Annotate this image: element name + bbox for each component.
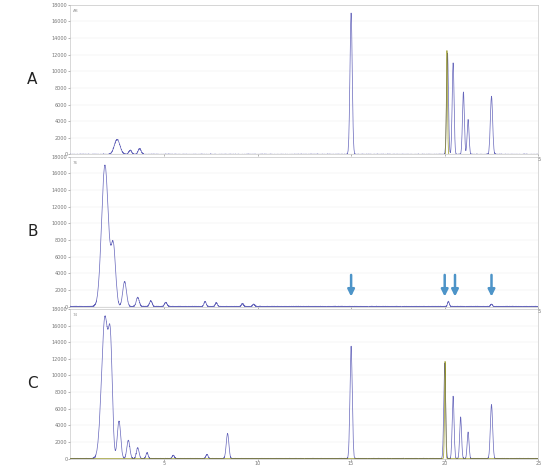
Text: C: C bbox=[27, 376, 38, 391]
Text: B: B bbox=[27, 224, 38, 239]
Text: 76: 76 bbox=[72, 161, 78, 165]
Text: A: A bbox=[27, 72, 38, 87]
Text: AB: AB bbox=[72, 9, 78, 13]
Text: 74: 74 bbox=[72, 314, 78, 317]
